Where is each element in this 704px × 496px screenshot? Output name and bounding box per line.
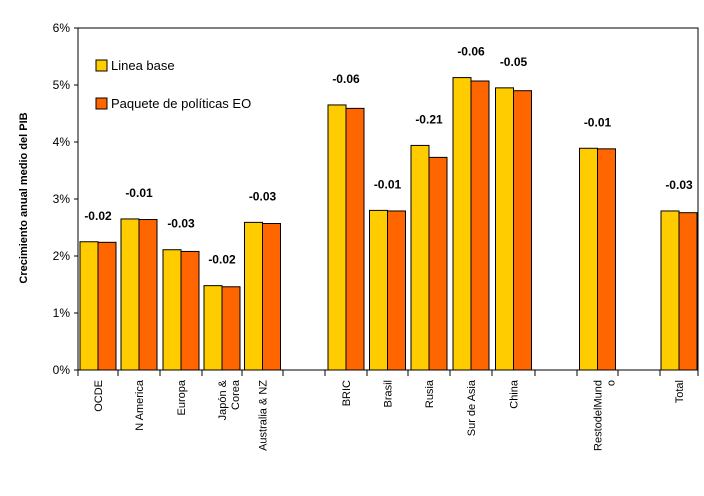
category-label: Rusia	[424, 379, 436, 408]
y-tick-label: 3%	[53, 192, 71, 206]
bar-linea-base	[203, 285, 223, 371]
bar-paquete	[513, 90, 532, 371]
category-label: OCDE	[93, 380, 105, 412]
data-label: -0.06	[457, 45, 485, 59]
bar-paquete	[221, 286, 241, 371]
data-label: -0.01	[584, 115, 612, 129]
category-labels: OCDE N America Europa Japón &Corea Australia…	[93, 379, 686, 451]
bar-paquete	[262, 223, 281, 371]
bar-paquete	[345, 107, 365, 371]
category-label: RestodelMundo	[593, 380, 618, 451]
bar-linea-base	[495, 87, 514, 371]
data-label: -0.01	[374, 177, 402, 191]
bar-linea-base	[660, 210, 680, 371]
category-label: Europa	[176, 379, 188, 415]
bar-linea-base	[244, 221, 263, 371]
y-tick-label: 6%	[53, 21, 71, 35]
data-label: -0.21	[415, 112, 443, 126]
bar-paquete	[180, 250, 200, 371]
legend-label-paquete-politicas: Paquete de políticas EO	[111, 96, 251, 111]
bar-paquete	[138, 219, 158, 371]
bar-paquete	[470, 80, 490, 371]
data-label: -0.03	[167, 217, 195, 231]
legend-swatch-linea-base	[95, 59, 108, 72]
category-label: China	[509, 379, 521, 409]
bar-linea-base	[410, 144, 430, 371]
y-tick-label: 1%	[53, 306, 71, 320]
y-tick-label: 4%	[53, 135, 71, 149]
data-label: -0.03	[249, 189, 277, 203]
data-label: -0.05	[500, 55, 528, 69]
data-label: -0.06	[332, 72, 360, 86]
bar-paquete	[428, 156, 448, 371]
legend: Linea base Paquete de políticas EO	[95, 58, 251, 111]
category-label: Japón &Corea	[217, 379, 242, 420]
bar-paquete	[97, 241, 117, 371]
category-label: Australia & NZ	[258, 380, 270, 451]
category-label: BRIC	[341, 380, 353, 406]
bar-linea-base	[579, 147, 598, 371]
category-label: N America	[134, 379, 146, 431]
bar-paquete	[678, 212, 698, 371]
bar-linea-base	[162, 249, 182, 371]
bar-linea-base	[79, 241, 99, 371]
y-axis-label: Crecimiento anual medio del PIB	[18, 112, 30, 283]
legend-label-linea-base: Linea base	[111, 58, 175, 73]
data-labels: -0.02 -0.01 -0.03 -0.02 -0.03 -0.06 -0.01 -0.21…	[84, 45, 693, 267]
y-tick-label: 5%	[53, 78, 71, 92]
bar-linea-base	[327, 104, 347, 371]
bars	[79, 77, 698, 371]
data-label: -0.02	[208, 253, 236, 267]
data-label: -0.03	[665, 178, 693, 192]
y-tick-label: 0%	[53, 363, 71, 377]
y-tick-label: 2%	[53, 249, 71, 263]
bar-paquete	[597, 148, 616, 371]
bar-linea-base	[369, 209, 388, 371]
data-label: -0.02	[84, 209, 112, 223]
bar-paquete	[387, 210, 406, 371]
data-label: -0.01	[125, 186, 153, 200]
category-label: Total	[674, 380, 686, 403]
category-label: Brasil	[383, 380, 395, 408]
bar-linea-base	[120, 218, 140, 371]
bar-linea-base	[452, 77, 472, 371]
legend-swatch-paquete-politicas	[95, 97, 108, 110]
category-label: Sur de Asia	[466, 379, 478, 436]
